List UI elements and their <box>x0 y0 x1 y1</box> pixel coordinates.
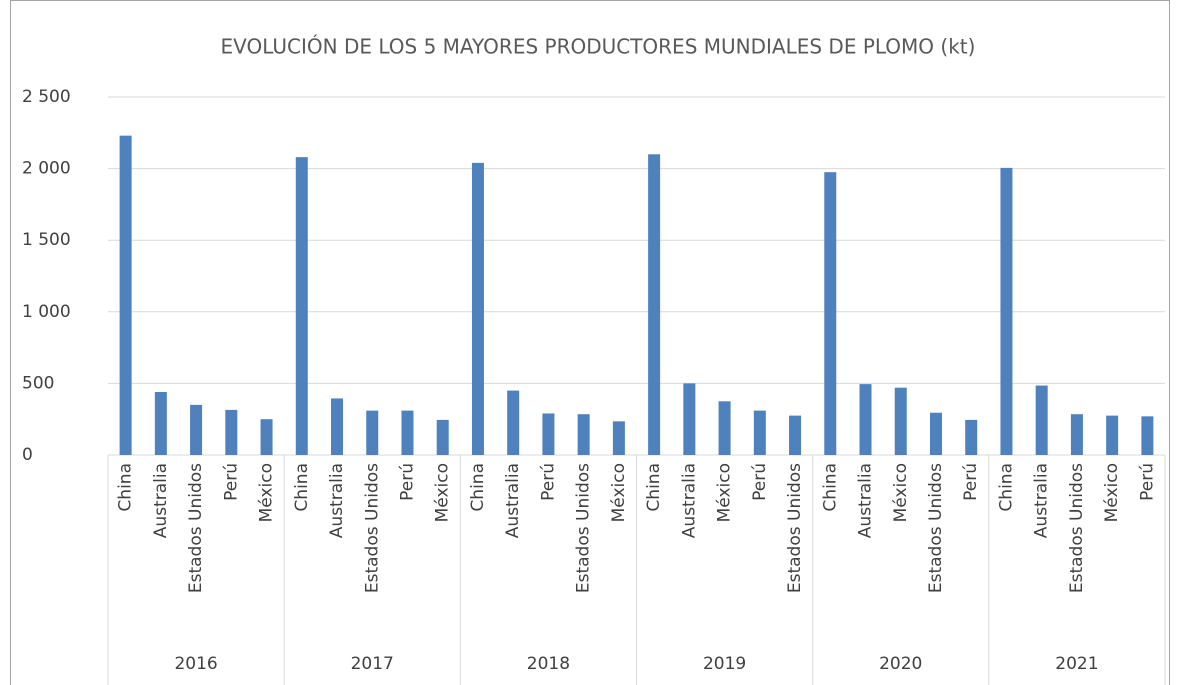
x-tick-label: Perú <box>221 463 241 501</box>
bar <box>894 387 907 455</box>
x-tick-label: México <box>1102 463 1122 522</box>
x-tick-label: Perú <box>397 463 417 501</box>
y-tick-label: 500 <box>22 373 54 393</box>
bar <box>648 154 661 455</box>
bar <box>1141 416 1154 455</box>
group-label: 2017 <box>351 654 394 674</box>
x-tick-label: Estados Unidos <box>574 463 594 593</box>
x-tick-label: China <box>820 463 840 512</box>
x-tick-label: China <box>292 463 312 512</box>
bar <box>401 410 414 455</box>
group-label: 2021 <box>1055 654 1098 674</box>
bar <box>119 135 132 455</box>
x-tick-label: China <box>468 463 488 512</box>
x-tick-label: Estados Unidos <box>362 463 382 593</box>
x-tick-label: Australia <box>679 463 699 538</box>
x-tick-label: Perú <box>1137 463 1157 501</box>
bar <box>295 157 308 456</box>
bar <box>753 410 766 455</box>
bar <box>154 391 167 455</box>
x-tick-label: China <box>644 463 664 512</box>
x-tick-label: México <box>257 463 277 522</box>
group-label: 2019 <box>703 654 746 674</box>
bar <box>612 421 625 455</box>
x-tick-label: Estados Unidos <box>186 463 206 593</box>
x-tick-label: México <box>715 463 735 522</box>
bar <box>225 409 238 455</box>
bar <box>507 390 520 455</box>
x-tick-label: China <box>996 463 1016 512</box>
x-tick-label: Perú <box>750 463 770 501</box>
y-tick-label: 2 000 <box>22 159 71 179</box>
bar <box>1035 385 1048 455</box>
chart-title: EVOLUCIÓN DE LOS 5 MAYORES PRODUCTORES M… <box>221 35 976 59</box>
x-tick-label: Australia <box>151 463 171 538</box>
group-label: 2020 <box>879 654 922 674</box>
x-tick-label: México <box>609 463 629 522</box>
bar <box>929 412 942 455</box>
x-tick-label: Australia <box>1032 463 1052 538</box>
y-tick-label: 1 000 <box>22 302 71 322</box>
bar <box>190 404 203 455</box>
x-tick-label: Estados Unidos <box>1067 463 1087 593</box>
bar <box>824 172 837 455</box>
chart-border <box>10 0 1170 685</box>
y-tick-label: 2 500 <box>22 87 71 107</box>
x-tick-label: México <box>433 463 453 522</box>
bar <box>1070 414 1083 455</box>
bar <box>331 398 344 455</box>
bar <box>1106 415 1119 455</box>
bar <box>260 419 273 455</box>
bar <box>718 401 731 455</box>
x-tick-label: Australia <box>327 463 347 538</box>
bar <box>859 384 872 455</box>
x-tick-label: Australia <box>856 463 876 538</box>
bar <box>965 419 978 455</box>
bar <box>366 410 379 455</box>
x-tick-label: China <box>116 463 136 512</box>
bar <box>471 162 484 455</box>
group-label: 2016 <box>174 654 217 674</box>
bar <box>436 419 449 455</box>
x-tick-label: Estados Unidos <box>926 463 946 593</box>
bar <box>577 414 590 455</box>
x-tick-label: Perú <box>538 463 558 501</box>
bar <box>683 383 696 455</box>
y-tick-label: 0 <box>22 445 33 465</box>
bar <box>542 413 555 455</box>
x-tick-label: Perú <box>961 463 981 501</box>
y-tick-label: 1 500 <box>22 230 71 250</box>
x-tick-label: Australia <box>503 463 523 538</box>
bar <box>1000 167 1013 455</box>
x-tick-label: México <box>891 463 911 522</box>
bar <box>789 415 802 455</box>
x-tick-label: Estados Unidos <box>785 463 805 593</box>
group-label: 2018 <box>527 654 570 674</box>
